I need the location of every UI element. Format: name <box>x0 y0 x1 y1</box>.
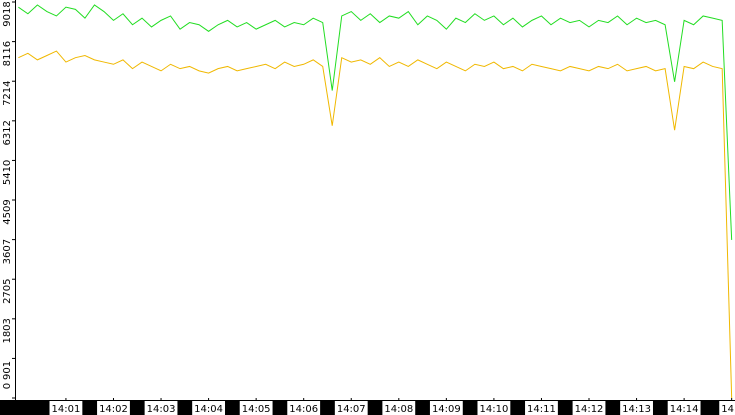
x-tick-label-bg <box>97 401 130 415</box>
x-tick-label-bg <box>667 401 701 415</box>
series-line <box>18 50 733 399</box>
x-tick-label: 14:05 <box>242 404 271 415</box>
x-tick-label: 14 <box>721 404 734 415</box>
x-tick-label-bg <box>719 401 735 415</box>
y-tick-label: 901 <box>2 361 13 380</box>
x-tick-label: 14:02 <box>99 404 128 415</box>
x-tick-label-bg <box>525 401 558 415</box>
x-tick-label: 14:01 <box>52 404 81 415</box>
x-tick-label: 14:11 <box>527 404 556 415</box>
y-tick-label: 5410 <box>2 160 13 185</box>
y-tick-label: 0 <box>2 383 13 389</box>
series-line <box>18 4 733 240</box>
y-tick-label: 2705 <box>2 278 13 303</box>
y-tick-label: 8116 <box>2 41 13 66</box>
x-tick-label-bg <box>192 401 226 415</box>
x-tick-label-bg <box>620 401 653 415</box>
x-tick-label: 14:03 <box>147 404 176 415</box>
x-tick-label: 14:14 <box>670 404 699 415</box>
x-tick-label: 14:13 <box>622 404 651 415</box>
x-tick-label-bg <box>334 401 368 415</box>
x-tick-label: 14:07 <box>337 404 366 415</box>
x-tick-label-bg <box>144 401 178 415</box>
x-tick-label: 14:12 <box>575 404 604 415</box>
y-tick-label: 1803 <box>2 318 13 343</box>
x-tick-label-bg <box>49 401 83 415</box>
x-tick-label-bg <box>429 401 463 415</box>
y-tick-label: 7214 <box>2 80 13 105</box>
x-tick-label-bg <box>287 401 321 415</box>
x-tick-label: 14:08 <box>384 404 413 415</box>
x-tick-label: 14:09 <box>432 404 461 415</box>
x-tick-label: 14:06 <box>289 404 318 415</box>
x-tick-label: 14:04 <box>194 404 223 415</box>
y-tick-label: 3607 <box>2 239 13 264</box>
y-tick-label: 4509 <box>2 199 13 224</box>
x-tick-label-bg <box>572 401 606 415</box>
x-tick-label-bg <box>477 401 511 415</box>
x-tick-label-bg <box>382 401 416 415</box>
x-tick-label-bg <box>239 401 273 415</box>
y-tick-label: 9018 <box>2 1 13 26</box>
x-tick-label: 14:10 <box>479 404 508 415</box>
y-tick-label: 6312 <box>2 120 13 145</box>
